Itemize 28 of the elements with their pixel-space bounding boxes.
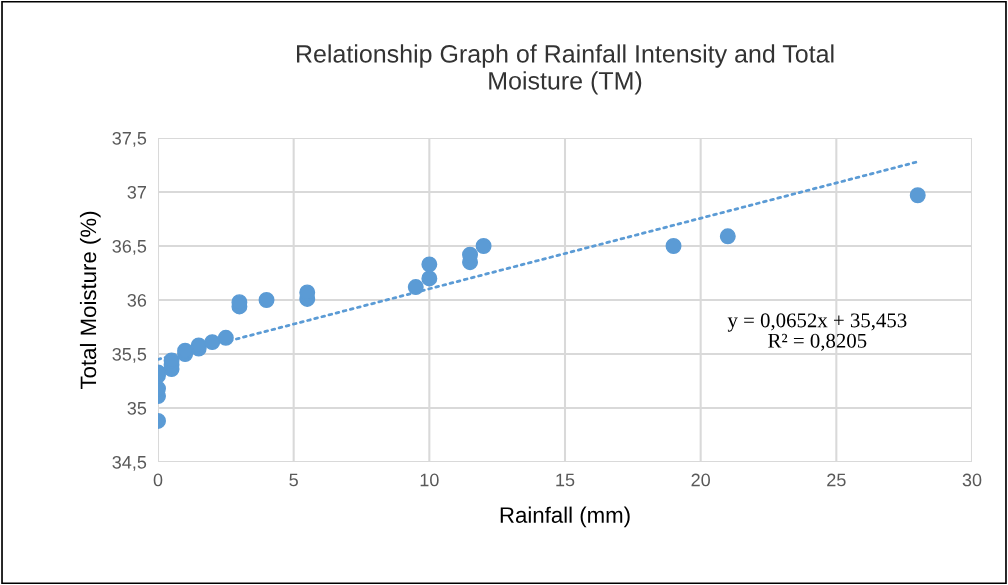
y-tick-label: 35: [127, 401, 147, 415]
x-tick-label: 10: [420, 473, 439, 487]
y-tick-label: 36,5: [112, 239, 147, 255]
point: [665, 238, 682, 254]
x-tick-label: 20: [691, 473, 710, 487]
point: [258, 292, 275, 308]
x-tick-label: 25: [827, 473, 846, 487]
point: [421, 256, 438, 273]
point: [407, 279, 424, 296]
x-tick-label: 15: [556, 473, 575, 487]
chart-title: Relationship Graph of Rainfall Intensity and Total Moisture (TM): [297, 44, 834, 95]
x-tick-label: 5: [289, 473, 298, 487]
x-tick-label: 0: [153, 473, 163, 487]
point: [204, 334, 221, 351]
point: [217, 329, 234, 346]
y-axis-title: Total Moisture (%): [79, 211, 101, 390]
point: [719, 228, 736, 245]
x-tick-label: 30: [962, 473, 982, 487]
y-tick-label: 36: [127, 293, 147, 307]
point: [909, 187, 926, 204]
x-axis-title: Rainfall (mm): [500, 506, 630, 528]
y-tick-label: 37: [127, 185, 146, 199]
point: [475, 238, 492, 254]
y-tick-label: 35,5: [112, 347, 147, 363]
point: [421, 270, 438, 287]
y-tick-label: 34,5: [112, 455, 147, 471]
annotation: y = 0,0652x + 35,453 R² = 0,8205: [727, 313, 907, 351]
y-tick-label: 37,5: [112, 131, 147, 147]
